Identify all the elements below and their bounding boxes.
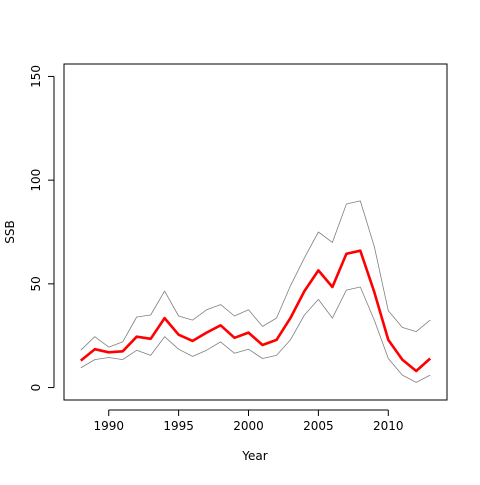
series-line-upper — [80, 200, 431, 351]
series-line-lower — [80, 286, 431, 383]
y-axis-label: SSB — [3, 220, 17, 243]
series-layer — [79, 200, 432, 383]
x-axis-label: Year — [241, 449, 267, 463]
x-tick-label: 1995 — [163, 419, 194, 433]
y-tick-label: 150 — [29, 65, 43, 88]
series-line-estimate — [79, 249, 432, 373]
y-tick-label: 100 — [29, 169, 43, 192]
x-tick-label: 2010 — [373, 419, 404, 433]
y-tick-label: 50 — [29, 276, 43, 291]
plot-frame-layer — [63, 63, 448, 401]
x-tick-label: 2005 — [303, 419, 334, 433]
axis-layer: 1990 1995 2000 2005 2010 0 50 100 150 — [29, 65, 404, 433]
y-tick-label: 0 — [29, 384, 43, 392]
plot-frame — [63, 63, 448, 401]
x-tick-label: 2000 — [233, 419, 264, 433]
x-tick-label: 1990 — [93, 419, 124, 433]
